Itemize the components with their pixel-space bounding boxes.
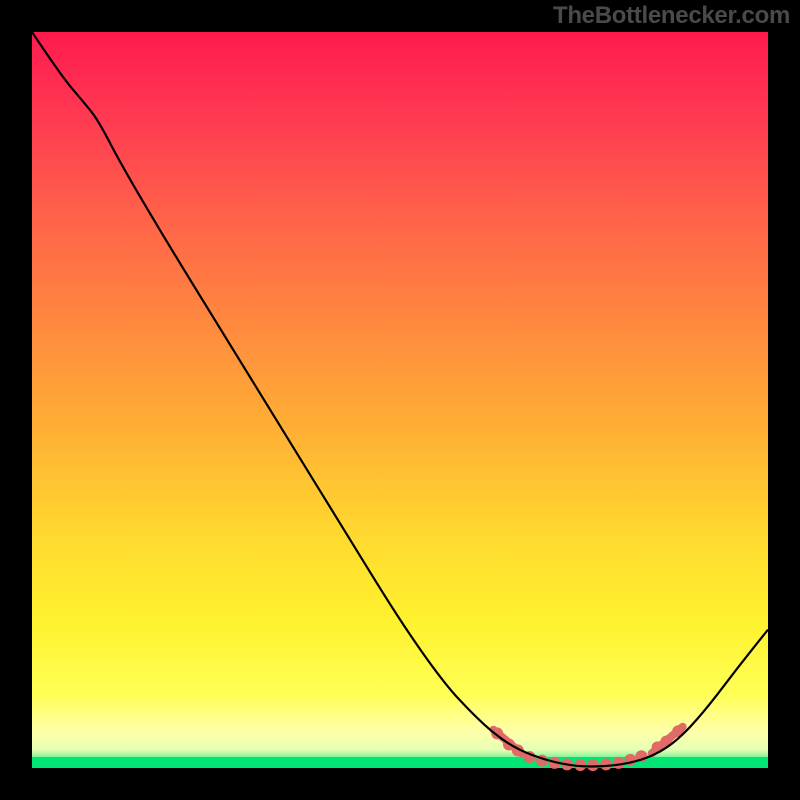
bottleneck-chart: TheBottlenecker.com bbox=[0, 0, 800, 800]
chart-svg bbox=[0, 0, 800, 800]
watermark-text: TheBottlenecker.com bbox=[553, 2, 790, 30]
